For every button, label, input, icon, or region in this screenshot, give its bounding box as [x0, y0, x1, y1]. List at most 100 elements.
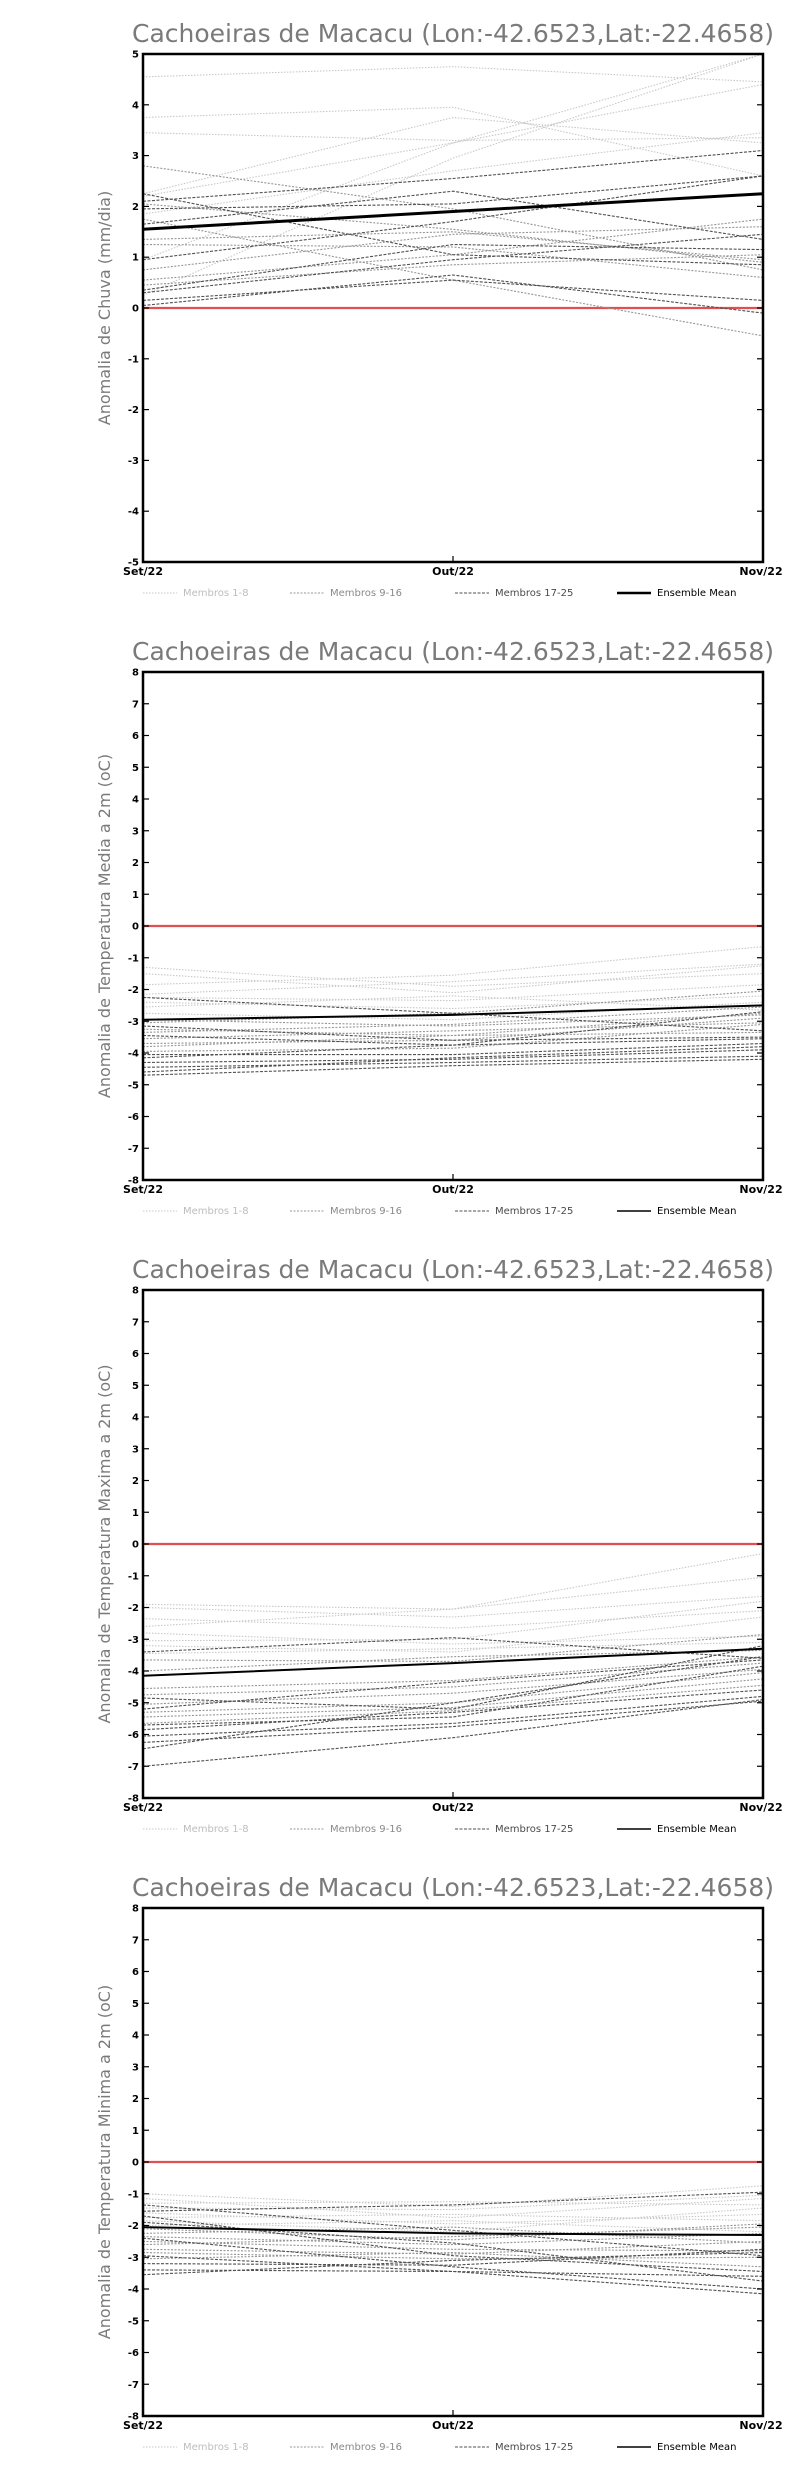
member-line-5	[143, 984, 763, 1002]
member-line-16	[143, 1023, 763, 1052]
legend-label: Ensemble Mean	[657, 1824, 736, 1835]
x-tick-label: Set/22	[123, 2419, 163, 2432]
member-line-21	[143, 2237, 763, 2290]
y-tick-label: -3	[128, 2253, 139, 2264]
member-line-2	[143, 965, 763, 994]
member-line-19	[143, 1049, 763, 1064]
member-line-20	[143, 193, 763, 266]
y-tick-label: 8	[132, 668, 139, 679]
ensemble-mean-line	[143, 1647, 763, 1677]
member-line-14	[143, 2240, 763, 2255]
y-tick-label: -6	[128, 1730, 139, 1741]
y-tick-label: -1	[128, 1571, 139, 1582]
x-tick-label: Nov/22	[739, 2419, 782, 2432]
member-line-12	[143, 231, 763, 261]
member-line-18	[143, 279, 763, 301]
member-line-9	[143, 165, 763, 271]
y-tick-label: 7	[132, 1935, 139, 1946]
member-line-13	[143, 2226, 763, 2246]
member-line-10	[143, 2226, 763, 2244]
y-tick-label: 5	[132, 763, 139, 774]
chart-title: Cachoeiras de Macacu (Lon:-42.6523,Lat:-…	[132, 19, 774, 48]
y-tick-label: 0	[132, 1540, 139, 1551]
y-tick-label: 5	[132, 1999, 139, 2010]
member-line-2	[143, 106, 763, 177]
member-line-3	[143, 116, 763, 195]
member-lines	[143, 1552, 763, 1767]
y-tick-label: 1	[132, 1508, 139, 1519]
member-line-17	[143, 1689, 763, 1731]
member-line-15	[143, 2251, 763, 2260]
member-line-15	[143, 1031, 763, 1048]
y-tick-label: 1	[132, 2126, 139, 2137]
x-tick-label: Out/22	[432, 2419, 474, 2432]
member-line-8	[143, 132, 763, 141]
y-tick-label: -8	[128, 2412, 139, 2423]
chart-panel-1: Cachoeiras de Macacu (Lon:-42.6523,Lat:-…	[95, 19, 783, 599]
y-tick-label: 0	[132, 304, 139, 315]
y-tick-label: 6	[132, 1967, 139, 1978]
member-line-24	[143, 149, 763, 202]
member-line-24	[143, 1025, 763, 1041]
member-line-21	[143, 175, 763, 261]
member-line-2	[143, 1595, 763, 1618]
chart-title: Cachoeiras de Macacu (Lon:-42.6523,Lat:-…	[132, 637, 774, 666]
y-tick-label: -1	[128, 2189, 139, 2200]
y-tick-label: -7	[128, 1762, 139, 1773]
member-line-13	[143, 1668, 763, 1705]
y-tick-label: -4	[128, 1667, 139, 1678]
member-line-22	[143, 243, 763, 291]
y-tick-label: 5	[132, 50, 139, 61]
y-tick-label: -3	[128, 456, 139, 467]
member-line-14	[143, 226, 763, 271]
y-tick-label: 4	[132, 2031, 139, 2042]
member-line-9	[143, 1633, 763, 1663]
member-line-11	[143, 1656, 763, 1690]
member-line-20	[143, 1656, 763, 1750]
member-line-10	[143, 203, 763, 263]
member-line-25	[143, 2255, 763, 2295]
chart-title: Cachoeiras de Macacu (Lon:-42.6523,Lat:-…	[132, 1255, 774, 1284]
y-tick-label: -8	[128, 1176, 139, 1187]
y-tick-label: -2	[128, 1603, 139, 1614]
member-line-10	[143, 990, 763, 1024]
legend-label: Membros 17-25	[495, 2442, 573, 2453]
member-line-16	[143, 2251, 763, 2268]
member-line-7	[143, 995, 763, 1011]
legend-label: Membros 1-8	[183, 1824, 249, 1835]
y-tick-label: -5	[128, 558, 139, 569]
member-line-20	[143, 2221, 763, 2282]
member-line-25	[143, 274, 763, 314]
y-tick-label: -1	[128, 953, 139, 964]
member-line-11	[143, 218, 763, 337]
member-line-22	[143, 1058, 763, 1076]
y-tick-label: -5	[128, 1080, 139, 1091]
member-line-15	[143, 218, 763, 281]
member-line-4	[143, 2194, 763, 2211]
member-lines	[143, 54, 763, 337]
member-line-10	[143, 1649, 763, 1672]
member-line-21	[143, 1699, 763, 1767]
member-line-4	[143, 1552, 763, 1628]
chart-panel-4: Cachoeiras de Macacu (Lon:-42.6523,Lat:-…	[95, 1873, 783, 2453]
member-line-1	[143, 66, 763, 83]
member-line-5	[143, 54, 763, 261]
member-line-21	[143, 1046, 763, 1073]
member-lines	[143, 946, 763, 1076]
x-tick-label: Set/22	[123, 1801, 163, 1814]
legend-label: Membros 17-25	[495, 588, 573, 599]
member-line-3	[143, 2201, 763, 2206]
y-tick-label: -3	[128, 1635, 139, 1646]
y-tick-label: -2	[128, 985, 139, 996]
member-line-8	[143, 1001, 763, 1021]
y-tick-label: 6	[132, 731, 139, 742]
member-line-5	[143, 1632, 763, 1645]
y-tick-label: 3	[132, 1444, 139, 1455]
y-tick-label: 2	[132, 2094, 139, 2105]
y-tick-label: 2	[132, 202, 139, 213]
y-tick-label: 7	[132, 1317, 139, 1328]
y-tick-label: -5	[128, 1698, 139, 1709]
y-tick-label: 7	[132, 699, 139, 710]
legend-label: Membros 17-25	[495, 1206, 573, 1217]
legend-label: Ensemble Mean	[657, 1206, 736, 1217]
